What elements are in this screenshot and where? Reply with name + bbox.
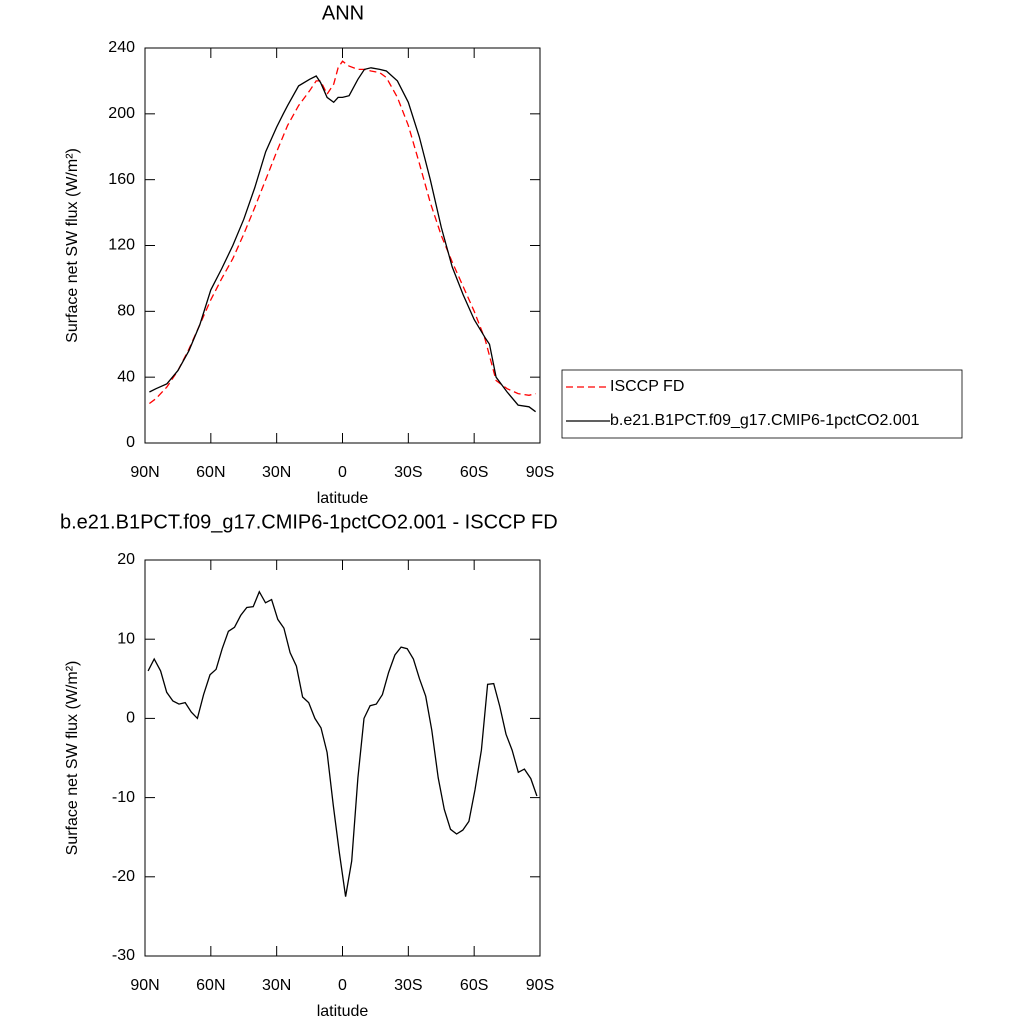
data-line xyxy=(149,67,536,413)
x-tick-label: 60N xyxy=(196,977,225,994)
y-tick-label: 10 xyxy=(117,630,135,647)
x-tick-label: 90S xyxy=(526,977,554,994)
x-tick-label: 30N xyxy=(262,464,291,481)
y-tick-label: 0 xyxy=(126,434,135,451)
y-tick-label: 40 xyxy=(117,368,135,385)
x-tick-label: 30S xyxy=(394,977,422,994)
y-tick-label: 20 xyxy=(117,551,135,568)
x-tick-label: 90N xyxy=(130,464,159,481)
legend-box xyxy=(561,369,963,439)
y-axis-label: Surface net SW flux (W/m²) xyxy=(64,661,81,856)
y-tick-label: 160 xyxy=(108,171,135,188)
x-tick-label: 0 xyxy=(338,464,347,481)
y-tick-label: 0 xyxy=(126,710,135,727)
data-line xyxy=(149,60,536,405)
y-tick-label: -20 xyxy=(112,868,135,885)
x-tick-label: 60N xyxy=(196,464,225,481)
data-line xyxy=(147,590,538,897)
y-tick-label: 200 xyxy=(108,105,135,122)
x-tick-label: 30N xyxy=(262,977,291,994)
x-tick-label: 90N xyxy=(130,977,159,994)
plot-frame xyxy=(144,47,541,444)
x-tick-label: 60S xyxy=(460,464,488,481)
y-tick-label: -10 xyxy=(112,789,135,806)
legend-label: ISCCP FD xyxy=(610,378,684,395)
plot-frame xyxy=(144,559,541,957)
x-axis-label: latitude xyxy=(317,490,369,507)
y-tick-label: 120 xyxy=(108,237,135,254)
x-axis-label: latitude xyxy=(317,1003,369,1020)
chart-title: ANN xyxy=(322,2,364,24)
y-tick-label: -30 xyxy=(112,947,135,964)
chart-title: b.e21.B1PCT.f09_g17.CMIP6-1pctCO2.001 - … xyxy=(60,511,558,533)
x-tick-label: 60S xyxy=(460,977,488,994)
x-tick-label: 30S xyxy=(394,464,422,481)
y-tick-label: 80 xyxy=(117,303,135,320)
legend-label: b.e21.B1PCT.f09_g17.CMIP6-1pctCO2.001 xyxy=(610,412,920,429)
y-tick-label: 240 xyxy=(108,39,135,56)
x-tick-label: 0 xyxy=(338,977,347,994)
y-axis-label: Surface net SW flux (W/m²) xyxy=(64,148,81,343)
x-tick-label: 90S xyxy=(526,464,554,481)
